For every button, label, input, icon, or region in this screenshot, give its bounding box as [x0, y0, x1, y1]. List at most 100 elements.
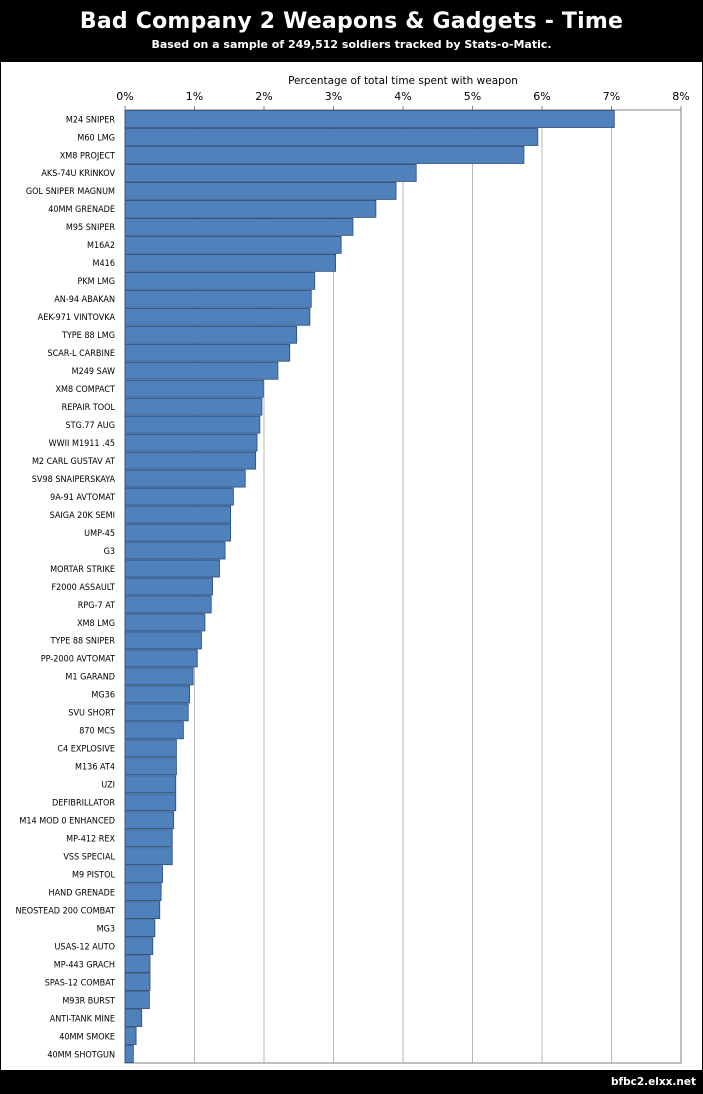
category-label: 9A-91 AVTOMAT — [50, 493, 115, 503]
x-tick-label: 2% — [255, 90, 272, 103]
chart-title: Bad Company 2 Weapons & Gadgets - Time — [79, 9, 624, 34]
category-label: M249 SAW — [72, 367, 115, 377]
category-label: F2000 ASSAULT — [52, 583, 116, 593]
category-label: M95 SNIPER — [66, 223, 115, 233]
bar — [124, 397, 263, 416]
bar — [124, 469, 246, 488]
category-label: NEOSTEAD 200 COMBAT — [16, 906, 116, 916]
bar-chart: Percentage of total time spent with weap… — [16, 75, 690, 1064]
bar — [124, 667, 194, 686]
category-label: PP-2000 AVTOMAT — [41, 655, 115, 665]
category-label: 40MM GRENADE — [48, 205, 115, 215]
category-label: 40MM SMOKE — [59, 1032, 115, 1042]
bar — [124, 973, 151, 991]
category-label: RPG-7 AT — [78, 601, 115, 611]
bar — [124, 883, 162, 902]
category-label: MORTAR STRIKE — [50, 565, 115, 575]
x-tick-label: 4% — [394, 90, 411, 103]
bar — [124, 505, 232, 524]
bar — [124, 703, 189, 722]
bar — [124, 757, 177, 776]
bar — [124, 307, 311, 326]
category-label: AEK-971 VINTOVKA — [38, 313, 116, 323]
bar — [124, 146, 525, 164]
category-label: SCAR-L CARBINE — [47, 349, 115, 359]
category-label: M136 AT4 — [75, 763, 115, 773]
category-label: XM8 COMPACT — [55, 385, 115, 395]
category-label: WWII M1911 .45 — [49, 439, 115, 449]
category-label: MG3 — [97, 924, 115, 934]
bar — [124, 847, 173, 866]
bar — [124, 110, 615, 128]
category-label: M14 MOD 0 ENHANCED — [19, 817, 115, 827]
bar — [124, 811, 175, 830]
bar — [124, 1027, 137, 1045]
bar — [124, 631, 202, 650]
bar — [124, 649, 198, 668]
category-label: AKS-74U KRINKOV — [41, 169, 115, 179]
category-label: HAND GRENADE — [49, 888, 115, 898]
bar — [124, 793, 177, 812]
category-label: 40MM SHOTGUN — [47, 1050, 115, 1060]
category-label: M1 GARAND — [65, 673, 115, 683]
bar — [124, 235, 342, 254]
bar — [124, 200, 377, 218]
bar — [124, 595, 212, 614]
x-tick-label: 5% — [464, 90, 481, 103]
bar — [124, 128, 539, 146]
category-label: TYPE 88 SNIPER — [49, 637, 115, 647]
bar — [124, 937, 154, 956]
bar — [124, 829, 173, 848]
category-label: ANTI-TANK MINE — [50, 1014, 115, 1024]
bar — [124, 415, 261, 434]
category-label: MP-443 GRACH — [54, 960, 115, 970]
category-label: SAIGA 20K SEMI — [50, 511, 115, 521]
category-label: M60 LMG — [77, 133, 115, 143]
bar — [124, 379, 264, 398]
category-label: M93R BURST — [62, 996, 115, 1006]
category-label: AN-94 ABAKAN — [54, 295, 115, 305]
category-label: MG36 — [91, 691, 115, 701]
x-tick-label: 8% — [672, 90, 689, 103]
bar — [124, 289, 312, 308]
bar — [124, 613, 206, 632]
bar — [124, 271, 316, 290]
bar — [124, 164, 417, 182]
chart-panel: Percentage of total time spent with weap… — [1, 62, 702, 1070]
category-label: M2 CARL GUSTAV AT — [32, 457, 115, 467]
bar — [124, 217, 354, 236]
footer: bfbc2.elxx.net — [0, 1070, 703, 1094]
footer-site-url: bfbc2.elxx.net — [611, 1076, 696, 1088]
x-axis-title: Percentage of total time spent with weap… — [288, 75, 518, 87]
bar — [124, 685, 191, 704]
bar — [124, 1045, 134, 1063]
category-label: M9 PISTOL — [72, 870, 115, 880]
bar — [124, 182, 397, 200]
category-label: MP-412 REX — [66, 835, 115, 845]
bar — [124, 451, 257, 470]
bar — [124, 739, 177, 758]
bar — [124, 991, 150, 1009]
bar — [124, 577, 213, 596]
bar — [124, 325, 298, 344]
bar — [124, 541, 226, 560]
category-label: M24 SNIPER — [66, 115, 115, 125]
category-label: VSS SPECIAL — [63, 853, 115, 863]
x-tick-label: 7% — [603, 90, 620, 103]
bar — [124, 721, 184, 740]
category-label: M16A2 — [87, 241, 115, 251]
bar — [124, 955, 151, 973]
category-label: C4 EXPLOSIVE — [57, 745, 115, 755]
category-label: PKM LMG — [77, 277, 115, 287]
bar — [124, 523, 232, 542]
category-label: G3 — [104, 547, 115, 557]
chart-header: Bad Company 2 Weapons & Gadgets - Time B… — [0, 0, 703, 62]
category-label: SV98 SNAIPERSKAYA — [32, 475, 116, 485]
bar — [124, 1009, 143, 1027]
bar — [124, 559, 220, 578]
category-label: 870 MCS — [79, 727, 115, 737]
bar — [124, 253, 336, 272]
bar — [124, 487, 234, 506]
category-label: GOL SNIPER MAGNUM — [26, 187, 115, 197]
category-label: STG.77 AUG — [65, 421, 115, 431]
